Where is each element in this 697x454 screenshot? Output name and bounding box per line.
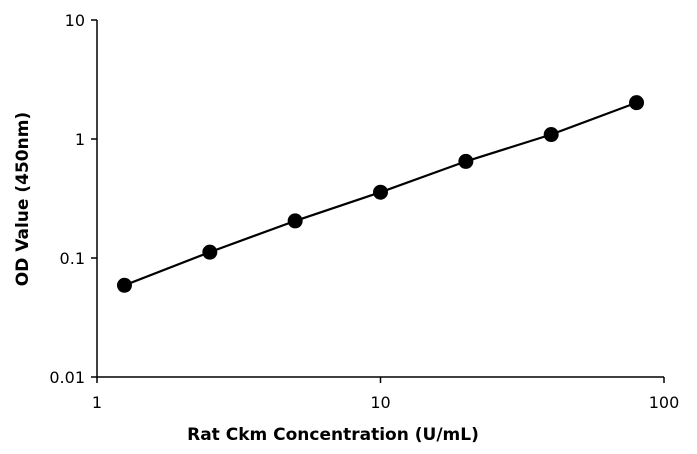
y-tick-label: 1	[75, 130, 85, 149]
axes: 0.01 0.1 1 10 1 10 100	[49, 11, 679, 412]
y-tick-label: 0.01	[49, 368, 85, 387]
x-tick-label: 100	[649, 393, 680, 412]
x-ticks: 1 10 100	[92, 377, 679, 412]
y-tick-label: 0.1	[60, 249, 85, 268]
data-point	[543, 127, 559, 143]
data-point	[287, 213, 303, 229]
x-axis-title: Rat Ckm Concentration (U/mL)	[187, 425, 479, 445]
data-point	[629, 95, 645, 111]
data-point	[202, 244, 218, 260]
data-point	[458, 153, 474, 169]
data-points	[116, 95, 645, 293]
x-tick-label: 1	[92, 393, 102, 412]
y-ticks: 0.01 0.1 1 10	[49, 11, 97, 387]
y-tick-label: 10	[65, 11, 85, 30]
data-point	[373, 184, 388, 200]
y-axis-title: OD Value (450nm)	[13, 112, 33, 286]
x-tick-label: 10	[370, 393, 390, 412]
data-point	[116, 277, 132, 293]
